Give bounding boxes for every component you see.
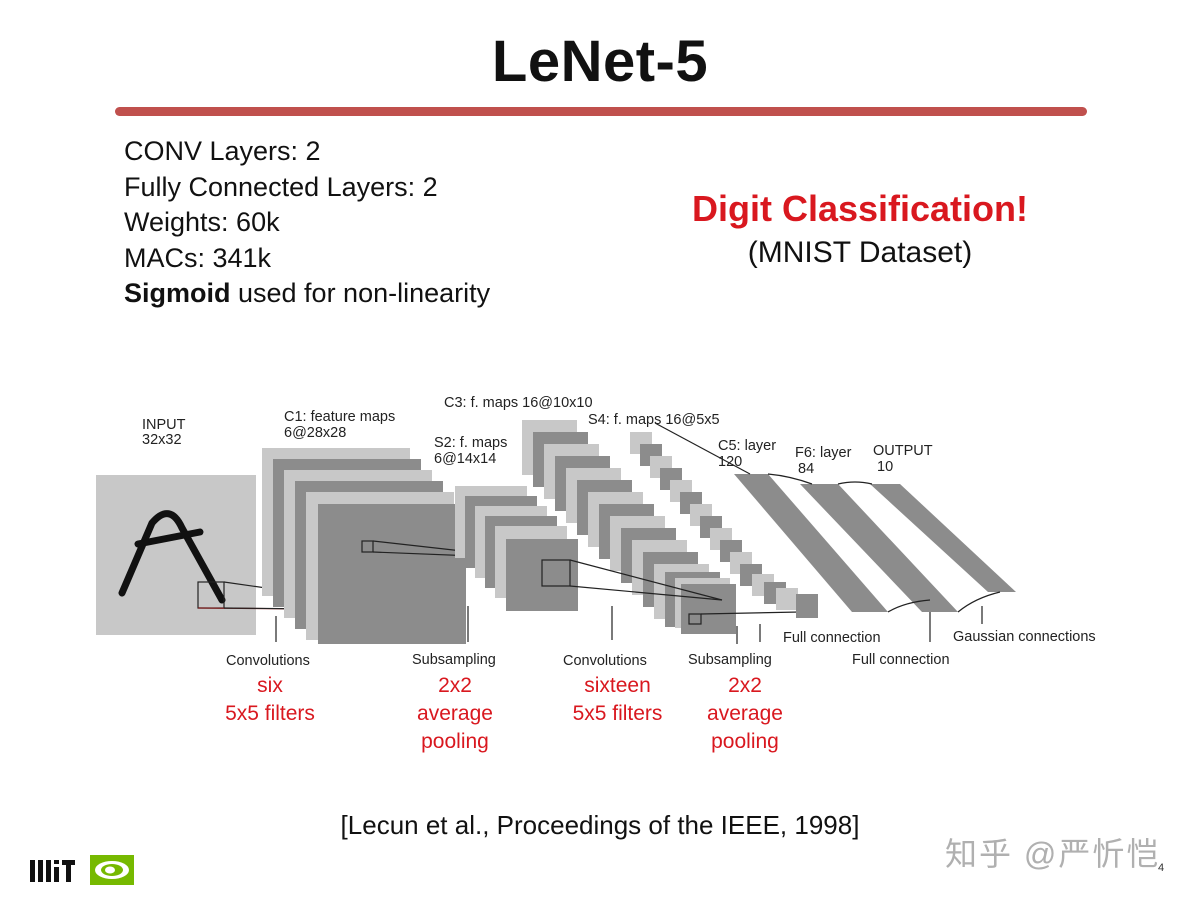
stat-weights: Weights: 60k xyxy=(124,207,280,237)
watermark: 知乎 @严忻恺 xyxy=(945,836,1161,872)
op-convolutions-1: Convolutions xyxy=(226,653,310,669)
op-convolutions-2: Convolutions xyxy=(563,653,647,669)
f6-label: F6: layer xyxy=(795,445,852,461)
input-size: 32x32 xyxy=(142,432,182,448)
output-label: OUTPUT xyxy=(873,443,933,459)
lenet-architecture-diagram: INPUT 32x32 C1: feature maps 6@28x28 S2:… xyxy=(96,395,1096,669)
headline: Digit Classification! xyxy=(691,188,1029,229)
op-full-connection-1: Full connection xyxy=(783,630,881,646)
op-subsampling-2: Subsampling xyxy=(688,652,772,668)
c1-label: C1: feature maps xyxy=(284,409,395,425)
c1-size: 6@28x28 xyxy=(284,425,346,441)
output-size: 10 xyxy=(877,459,893,475)
mit-logo xyxy=(30,860,75,882)
c5-label: C5: layer xyxy=(718,438,776,454)
op-gaussian-connections: Gaussian connections xyxy=(953,629,1096,645)
input-digit-a xyxy=(118,510,226,604)
annotation-pool1: 2x2 average pooling xyxy=(417,674,493,753)
slide-title: LeNet-5 xyxy=(491,29,709,94)
stat-conv-layers: CONV Layers: 2 xyxy=(124,136,321,166)
c3-label: C3: f. maps 16@10x10 xyxy=(444,395,593,411)
stat-fc-layers: Fully Connected Layers: 2 xyxy=(124,171,438,202)
c3-feature-maps xyxy=(522,420,736,634)
f6-size: 84 xyxy=(798,461,814,477)
page-number: 4 xyxy=(1158,862,1165,874)
stat-nonlinearity: Sigmoid used for non-linearity xyxy=(124,278,491,308)
annotation-conv2: sixteen 5x5 filters xyxy=(572,674,663,725)
subheadline: (MNIST Dataset) xyxy=(747,236,973,269)
op-subsampling-1: Subsampling xyxy=(412,652,496,668)
s4-feature-maps xyxy=(630,432,818,618)
c1-feature-maps xyxy=(262,448,466,644)
annotation-conv1: six 5x5 filters xyxy=(225,674,315,725)
nvidia-logo xyxy=(90,855,134,885)
citation: [Lecun et al., Proceedings of the IEEE, … xyxy=(340,810,860,840)
fully-connected-layers xyxy=(734,474,1016,612)
s2-feature-maps xyxy=(455,486,578,611)
c5-size: 120 xyxy=(718,454,742,470)
stat-macs: MACs: 341k xyxy=(124,242,272,273)
title-underline xyxy=(115,107,1087,116)
op-full-connection-2: Full connection xyxy=(852,652,950,668)
s4-label: S4: f. maps 16@5x5 xyxy=(588,412,720,428)
s2-label: S2: f. maps xyxy=(434,435,507,451)
s2-size: 6@14x14 xyxy=(434,451,496,467)
input-label: INPUT xyxy=(142,417,186,433)
network-stats: CONV Layers: 2 Fully Connected Layers: 2… xyxy=(124,134,490,312)
annotation-pool2: 2x2 average pooling xyxy=(707,674,783,753)
input-image xyxy=(96,475,256,635)
